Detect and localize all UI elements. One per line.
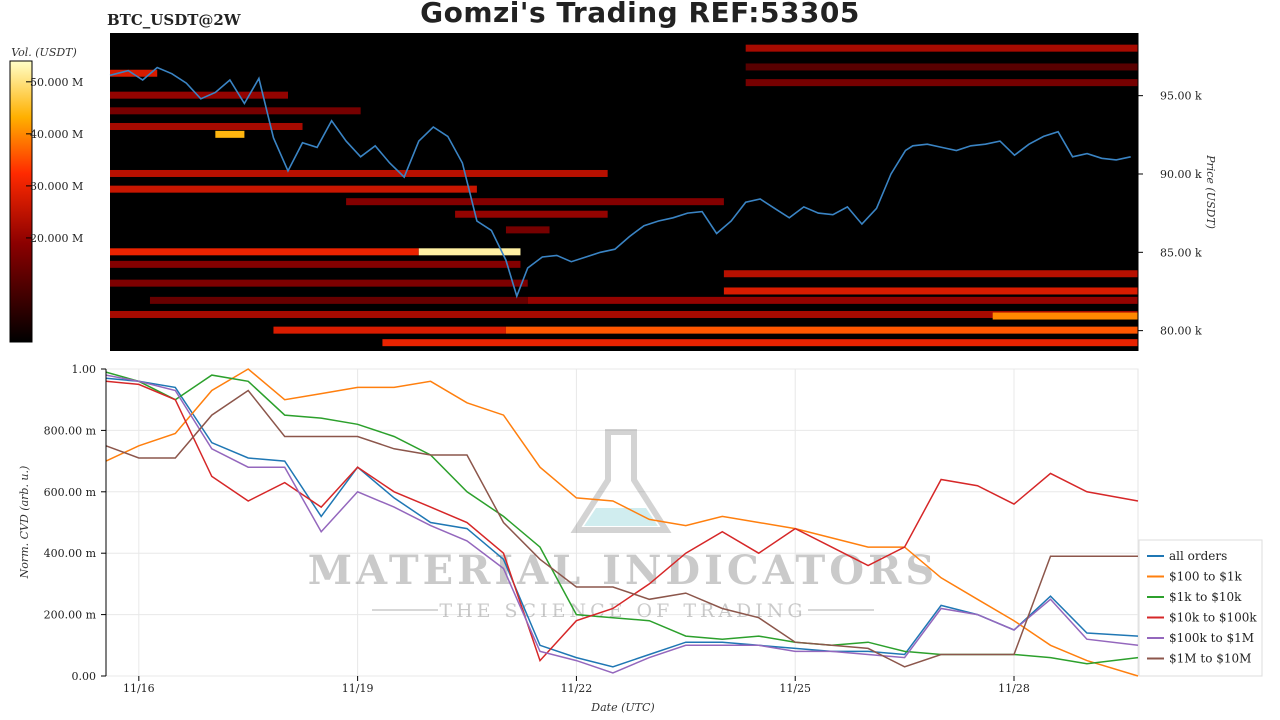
heatmap-band (110, 185, 477, 193)
heatmap-band (723, 270, 1138, 278)
heatmap-band (745, 44, 1138, 52)
legend-label: all orders (1169, 549, 1227, 563)
cvd-series-line (105, 377, 1139, 668)
cvd-y-axis-label: Norm. CVD (arb. u.) (18, 466, 31, 580)
heatmap-band (346, 198, 724, 206)
colorbar-ticks: 50.000 M 40.000 M 30.000 M 20.000 M (26, 76, 83, 245)
watermark: MATERIAL INDICATORS THE SCIENCE OF TRADI… (308, 429, 939, 622)
heatmap-band (110, 310, 1138, 318)
heatmap-band (455, 210, 608, 218)
heatmap-band (745, 79, 1138, 87)
cvd-y-axis-ticks: 0.00 200.00 m 400.00 m 600.00 m 800.00 m 1.00 (44, 363, 106, 683)
heatmap-band (215, 130, 245, 138)
heatmap-band (505, 326, 1138, 334)
heatmap-band (273, 326, 506, 334)
colorbar-tick-label: 30.000 M (30, 180, 83, 193)
symbol-label: BTC_USDT@2W (107, 11, 241, 29)
heatmap-band (527, 296, 1138, 304)
heatmap-band (992, 312, 1138, 320)
price-tick-label: 85.00 k (1160, 246, 1202, 259)
price-series-line (109, 66, 1131, 299)
heatmap-band (149, 296, 528, 304)
chart-title: Gomzi's Trading REF:53305 (420, 0, 860, 29)
cvd-x-tick-label: 11/19 (342, 682, 374, 695)
price-tick-label: 95.00 k (1160, 90, 1202, 103)
heatmap-band (110, 122, 303, 130)
legend: all orders $100 to $1k $1k to $10k $10k to … (1147, 549, 1257, 666)
legend-label: $100k to $1M (1169, 631, 1254, 645)
colorbar-tick-label: 40.000 M (30, 128, 83, 141)
cvd-x-tick-label: 11/25 (779, 682, 811, 695)
colorbar (9, 60, 33, 343)
cvd-x-axis-ticks: 11/16 11/19 11/22 11/25 11/28 (123, 676, 1030, 695)
cvd-y-tick-label: 0.00 (72, 670, 97, 683)
colorbar-label: Vol. (USDT) (11, 46, 77, 59)
price-line (109, 66, 1131, 299)
heatmap-band (110, 279, 528, 287)
colorbar-tick-label: 20.000 M (30, 232, 83, 245)
flask-liquid-icon (584, 508, 658, 526)
cvd-y-tick-label: 600.00 m (44, 486, 97, 499)
cvd-y-tick-label: 1.00 (72, 363, 97, 376)
price-axis-label: Price (USDT) (1204, 154, 1217, 229)
cvd-y-tick-label: 800.00 m (44, 424, 97, 437)
cvd-y-tick-label: 400.00 m (44, 547, 97, 560)
cvd-y-tick-label: 200.00 m (44, 609, 97, 622)
heatmap-band (110, 248, 419, 256)
cvd-series-line (105, 389, 1138, 668)
watermark-main: MATERIAL INDICATORS (308, 547, 939, 594)
cvd-series-line (105, 368, 1139, 677)
heatmap-band (418, 248, 521, 256)
cvd-gridlines (106, 368, 1138, 677)
cvd-x-axis-label: Date (UTC) (590, 701, 654, 714)
legend-box (1138, 539, 1263, 677)
cvd-series-line (105, 374, 1139, 674)
colorbar-tick-label: 50.000 M (30, 76, 83, 89)
heatmap-band (110, 91, 288, 99)
flask-icon (570, 429, 672, 533)
watermark-sub: THE SCIENCE OF TRADING (439, 600, 806, 622)
price-axis-ticks: 95.00 k 90.00 k 85.00 k 80.00 k (1138, 90, 1202, 338)
price-tick-label: 90.00 k (1160, 168, 1202, 181)
heatmap-band (723, 287, 1138, 295)
legend-label: $100 to $1k (1169, 570, 1242, 584)
heatmap-band (505, 226, 550, 234)
legend-label: $1k to $10k (1169, 590, 1242, 604)
price-tick-label: 80.00 k (1160, 325, 1202, 338)
legend-label: $1M to $10M (1169, 652, 1251, 666)
heatmap-band (110, 169, 608, 177)
heatmap-band (110, 260, 521, 268)
cvd-plot-area (105, 368, 1139, 677)
heatmap-bands (110, 44, 1138, 347)
cvd-series-lines (105, 368, 1139, 677)
cvd-x-tick-label: 11/28 (998, 682, 1030, 695)
heatmap-band (745, 63, 1138, 71)
cvd-series-line (105, 380, 1139, 663)
heatmap-band (382, 339, 1138, 347)
cvd-x-tick-label: 11/16 (123, 682, 155, 695)
legend-label: $10k to $100k (1169, 611, 1257, 625)
cvd-x-tick-label: 11/22 (561, 682, 593, 695)
heatmap-band (110, 107, 361, 115)
